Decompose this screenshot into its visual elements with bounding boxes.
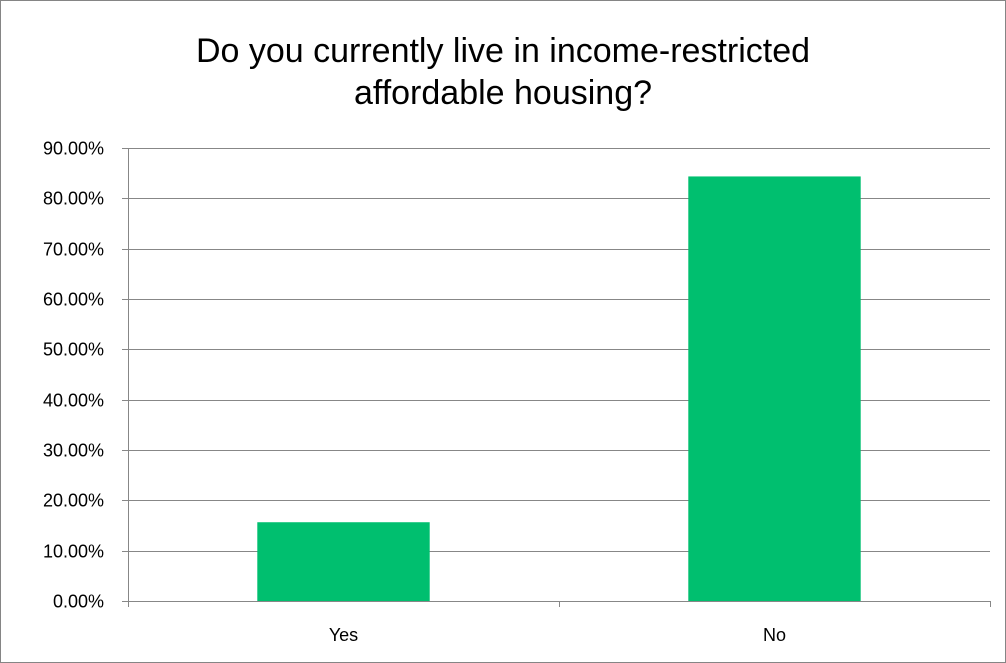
y-tick-label: 90.00% [43, 139, 104, 159]
bar-no [688, 176, 860, 601]
y-tick-label: 0.00% [53, 592, 104, 612]
y-tick-label: 70.00% [43, 240, 104, 260]
x-tick-label: Yes [329, 625, 358, 645]
y-tick-label: 40.00% [43, 391, 104, 411]
y-tick-label: 80.00% [43, 189, 104, 209]
y-tick-label: 20.00% [43, 491, 104, 511]
x-tick-label: No [763, 625, 786, 645]
y-tick-label: 60.00% [43, 290, 104, 310]
y-tick-label: 50.00% [43, 340, 104, 360]
y-tick-label: 10.00% [43, 542, 104, 562]
y-tick-label: 30.00% [43, 441, 104, 461]
bar-yes [257, 522, 429, 601]
